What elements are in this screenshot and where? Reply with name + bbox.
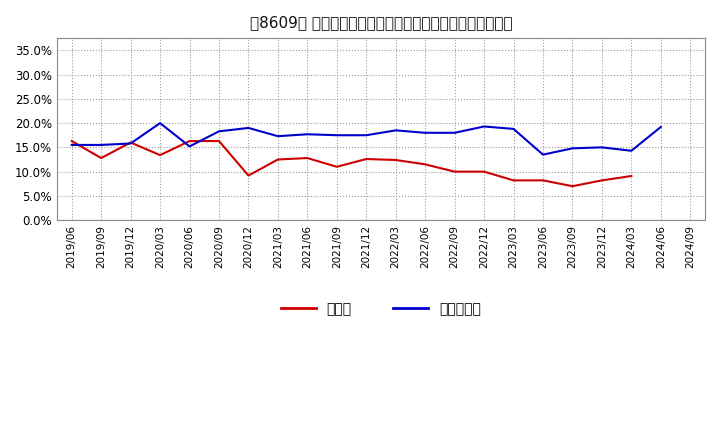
Legend: 現頲金, 有利子負債: 現頲金, 有利子負債 (275, 296, 487, 322)
Title: ［8609］ 現頲金、有利子負債の総資産に対する比率の推移: ［8609］ 現頲金、有利子負債の総資産に対する比率の推移 (250, 15, 513, 30)
